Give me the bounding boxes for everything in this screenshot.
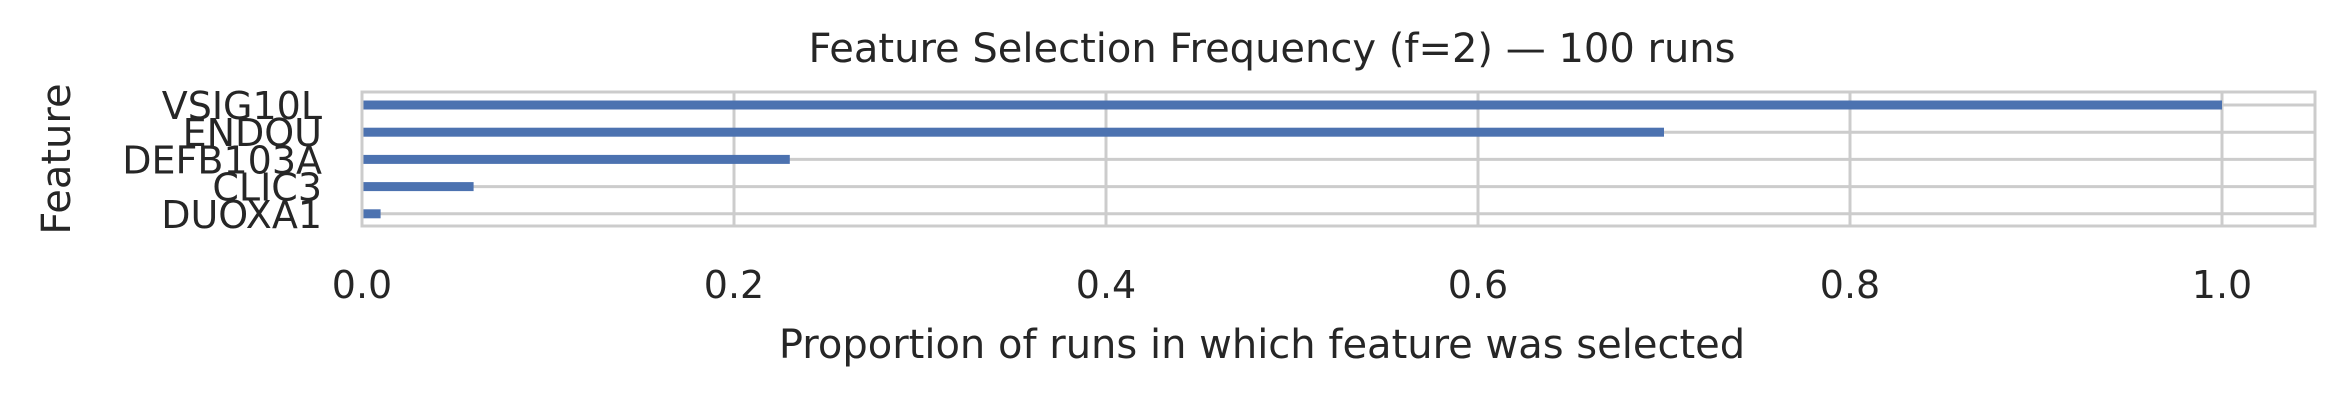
y-tick-label: CLIC3 (212, 166, 322, 210)
y-tick-label: ENDOU (183, 111, 322, 155)
plot-frame (360, 90, 2317, 228)
x-tick-labels: 0.0 0.2 0.4 0.6 0.8 1.0 (332, 263, 2252, 307)
x-tick-label: 0.2 (704, 263, 764, 307)
x-axis-label: Proportion of runs in which feature was … (779, 322, 1745, 368)
x-tick-label: 0.6 (1448, 263, 1508, 307)
bars (362, 100, 2222, 219)
bar-clic3 (362, 182, 474, 192)
x-tick-label: 1.0 (2192, 263, 2252, 307)
x-tick-label: 0.8 (1820, 263, 1880, 307)
bar-vsig10l (362, 100, 2222, 110)
y-tick-label: VSIG10L (162, 84, 322, 128)
y-tick-label: DUOXA1 (161, 193, 322, 237)
chart-title: Feature Selection Frequency (f=2) — 100 … (808, 26, 1735, 72)
bar-duoxa1 (362, 209, 381, 219)
y-axis-label: Feature (34, 83, 80, 234)
y-tick-label: DEFB103A (122, 138, 322, 182)
x-tick-label: 0.4 (1076, 263, 1136, 307)
x-tick-label: 0.0 (332, 263, 392, 307)
bar-defb103a (362, 154, 790, 164)
bar-endou (362, 127, 1664, 137)
